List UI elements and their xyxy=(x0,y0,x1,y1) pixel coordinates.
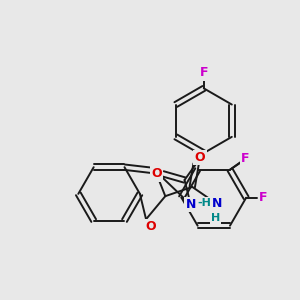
Text: F: F xyxy=(243,151,251,164)
Text: O: O xyxy=(152,167,162,180)
Text: -H: -H xyxy=(198,198,212,208)
Text: F: F xyxy=(259,191,267,204)
Text: H: H xyxy=(211,213,220,223)
Text: O: O xyxy=(195,151,205,164)
Text: N: N xyxy=(212,197,222,210)
Text: F: F xyxy=(241,152,250,165)
Text: O: O xyxy=(146,220,156,233)
Text: N: N xyxy=(185,198,196,211)
Text: F: F xyxy=(200,67,208,80)
